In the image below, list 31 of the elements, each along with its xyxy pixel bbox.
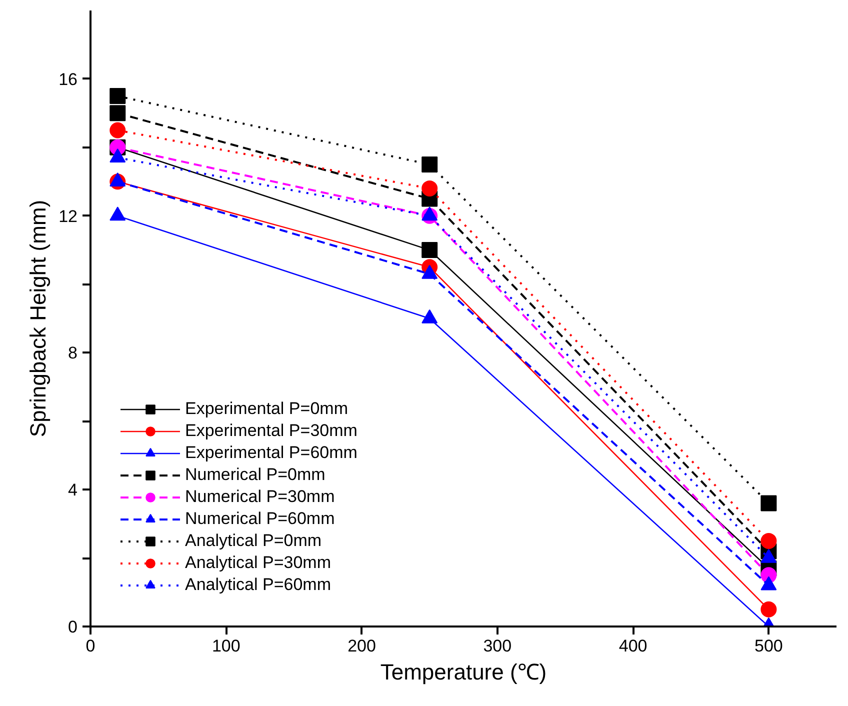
x-tick-label: 500	[754, 636, 783, 656]
point	[110, 122, 126, 138]
legend-label: Experimental P=30mm	[185, 420, 358, 442]
point	[422, 180, 438, 196]
y-tick-label: 8	[68, 344, 78, 363]
y-tick-label: 4	[68, 480, 78, 500]
y-tick-label: 12	[58, 206, 78, 226]
point	[422, 242, 438, 258]
y-tick-label: 0	[68, 618, 78, 636]
point	[760, 601, 777, 618]
x-tick-label: 200	[348, 636, 376, 656]
x-tick-label: 300	[483, 636, 512, 656]
legend-label: Analytical P=0mm	[185, 530, 322, 552]
x-axis-title: Temperature (℃)	[380, 660, 547, 684]
y-tick-label: 16	[58, 70, 78, 89]
point	[760, 495, 777, 512]
x-tick-label: 400	[618, 636, 648, 656]
legend-label: Analytical P=60mm	[185, 574, 331, 596]
point	[760, 532, 777, 549]
x-tick-label: 0	[86, 636, 96, 656]
legend-label: Numerical P=0mm	[185, 464, 326, 486]
legend-label: Experimental P=60mm	[185, 442, 358, 464]
point	[110, 88, 126, 104]
point	[422, 156, 438, 172]
y-axis-title: Springback Height (mm)	[26, 200, 51, 438]
legend-label: Numerical P=60mm	[185, 508, 335, 530]
legend-label: Numerical P=30mm	[185, 486, 335, 508]
x-tick-label: 100	[212, 636, 240, 656]
legend-label: Experimental P=0mm	[185, 398, 348, 420]
point	[110, 105, 126, 122]
legend-label: Analytical P=30mm	[185, 552, 331, 574]
